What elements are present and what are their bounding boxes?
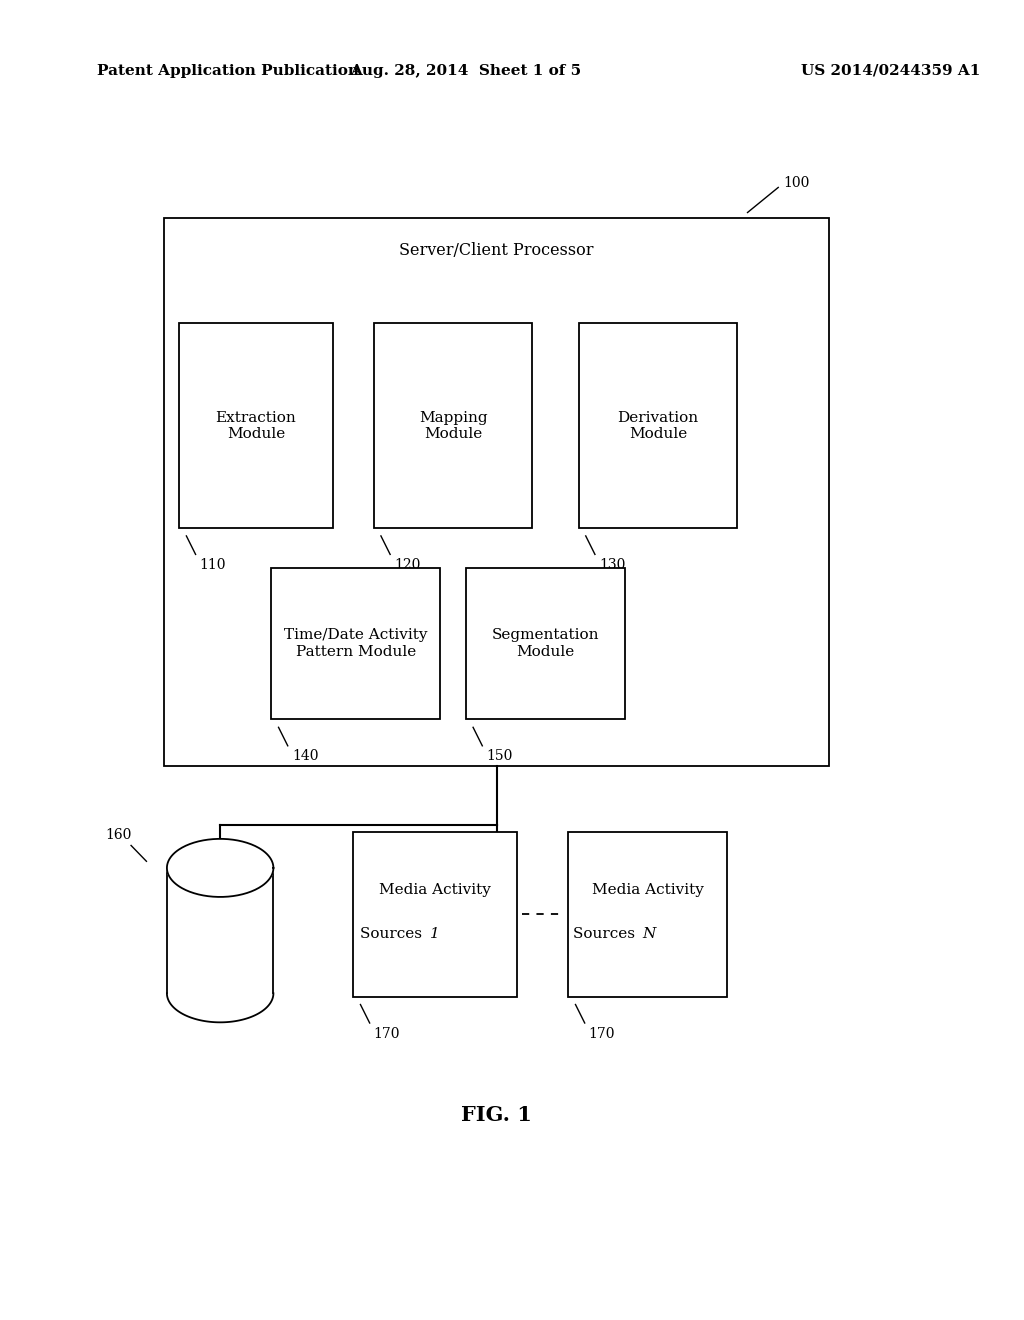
Text: Sources: Sources	[360, 927, 427, 941]
FancyBboxPatch shape	[353, 832, 517, 997]
Text: 1: 1	[430, 927, 440, 941]
FancyBboxPatch shape	[271, 568, 440, 719]
FancyBboxPatch shape	[164, 218, 829, 766]
Text: Server/Client Processor: Server/Client Processor	[399, 243, 594, 259]
Text: Aug. 28, 2014  Sheet 1 of 5: Aug. 28, 2014 Sheet 1 of 5	[350, 63, 582, 78]
Text: 150: 150	[486, 750, 513, 763]
Text: FIG. 1: FIG. 1	[461, 1105, 532, 1126]
FancyBboxPatch shape	[466, 568, 625, 719]
Text: 120: 120	[394, 558, 421, 572]
Text: Derivation
Module: Derivation Module	[617, 411, 698, 441]
Text: Sources: Sources	[572, 927, 639, 941]
FancyBboxPatch shape	[179, 323, 333, 528]
FancyBboxPatch shape	[568, 832, 727, 997]
Text: N: N	[643, 927, 656, 941]
Text: 100: 100	[783, 177, 810, 190]
Text: Extraction
Module: Extraction Module	[216, 411, 296, 441]
Text: Mapping
Module: Mapping Module	[419, 411, 487, 441]
Text: Time/Date Activity
Pattern Module: Time/Date Activity Pattern Module	[284, 628, 428, 659]
Text: 130: 130	[599, 558, 626, 572]
FancyBboxPatch shape	[579, 323, 737, 528]
Text: Segmentation
Module: Segmentation Module	[492, 628, 599, 659]
Text: US 2014/0244359 A1: US 2014/0244359 A1	[801, 63, 981, 78]
FancyBboxPatch shape	[374, 323, 532, 528]
Text: 170: 170	[589, 1027, 615, 1040]
Text: 170: 170	[374, 1027, 400, 1040]
Text: Patent Application Publication: Patent Application Publication	[97, 63, 359, 78]
Polygon shape	[167, 840, 273, 896]
Text: Media Activity: Media Activity	[592, 883, 703, 898]
Text: Media Activity: Media Activity	[379, 883, 492, 898]
Text: 160: 160	[105, 828, 132, 842]
Text: 140: 140	[292, 750, 318, 763]
Text: 110: 110	[200, 558, 226, 572]
